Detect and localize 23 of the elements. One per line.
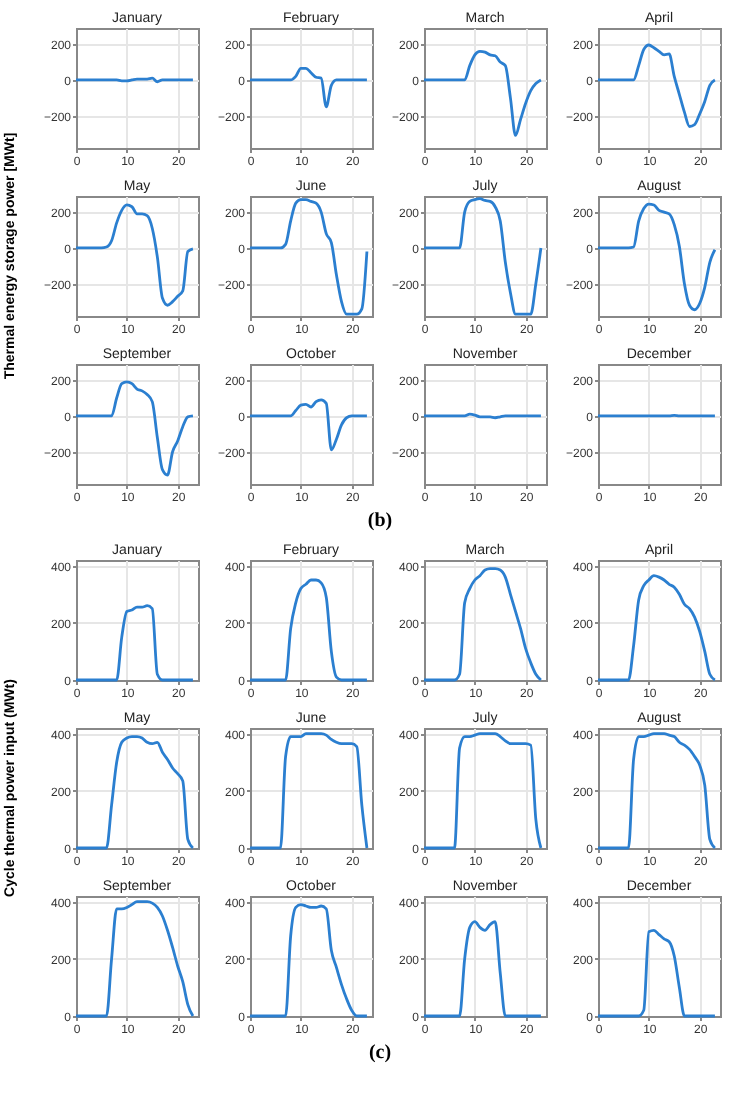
line-series <box>596 202 717 312</box>
line-series <box>596 43 717 128</box>
line-series <box>248 198 369 316</box>
line-series <box>74 604 195 682</box>
text: (b) <box>365 508 395 536</box>
line-series <box>596 928 717 1018</box>
line-series <box>596 574 717 682</box>
line-series <box>74 203 195 307</box>
line-series <box>248 578 369 682</box>
line-series <box>74 900 195 1018</box>
line-series <box>596 732 717 850</box>
line-series <box>422 197 543 316</box>
line-series <box>248 66 369 109</box>
line-series <box>248 903 369 1018</box>
line-series <box>422 920 543 1018</box>
line-series <box>74 380 195 477</box>
line-series <box>248 732 369 850</box>
line-series <box>422 49 543 137</box>
text: (c) <box>366 1040 394 1068</box>
line-series <box>422 567 543 682</box>
line-series <box>248 398 369 452</box>
line-series <box>422 732 543 850</box>
line-series <box>74 735 195 850</box>
